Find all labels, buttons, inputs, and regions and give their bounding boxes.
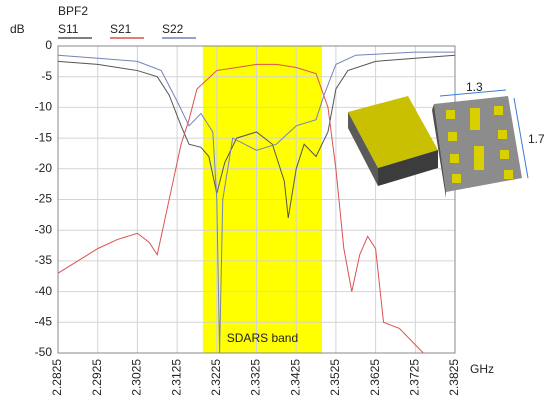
y-axis-label: dB [10,22,25,36]
x-tick-label: 2.3325 [249,359,263,396]
legend-label: S22 [162,22,184,36]
y-tick-label: -25 [35,192,53,206]
y-tick-label: -5 [41,69,52,83]
x-axis-label: GHz [470,362,494,376]
y-tick-label: -35 [35,253,53,267]
width-label: 1.3 [466,80,483,94]
y-tick-label: -45 [35,314,53,328]
height-label: 1.7 [528,132,544,146]
chart: BPF2 dB GHz 0 -5 -10 -15 -20 -25 -30 -35 -40 -45 -… [0,0,544,416]
x-tick-label: 2.3525 [328,359,342,396]
x-tick-label: 2.2825 [50,359,64,396]
x-tick-label: 2.3025 [130,359,144,396]
legend-title: BPF2 [58,4,88,18]
x-tick-label: 2.3725 [407,359,421,396]
y-tick-label: -10 [35,100,53,114]
x-tick-label: 2.2925 [90,359,104,396]
x-tick-label: 2.3825 [447,359,461,396]
plot-area: 0 -5 -10 -15 -20 -25 -30 -35 -40 -45 -502.2825 2.29… [35,22,462,396]
x-tick-label: 2.3625 [368,359,382,396]
y-tick-label: 0 [45,38,52,52]
legend-label: S21 [110,22,132,36]
band-label: SDARS band [227,331,298,345]
y-tick-label: -30 [35,222,53,236]
x-tick-label: 2.3225 [209,359,223,396]
y-tick-label: -20 [35,161,53,175]
y-tick-label: -15 [35,130,53,144]
legend-label: S11 [58,22,79,36]
package-inset: 1.3 1.7 [348,80,544,198]
x-tick-label: 2.3125 [169,359,183,396]
x-tick-label: 2.3425 [288,359,302,396]
y-tick-label: -40 [35,284,53,298]
y-tick-label: -50 [35,345,53,359]
